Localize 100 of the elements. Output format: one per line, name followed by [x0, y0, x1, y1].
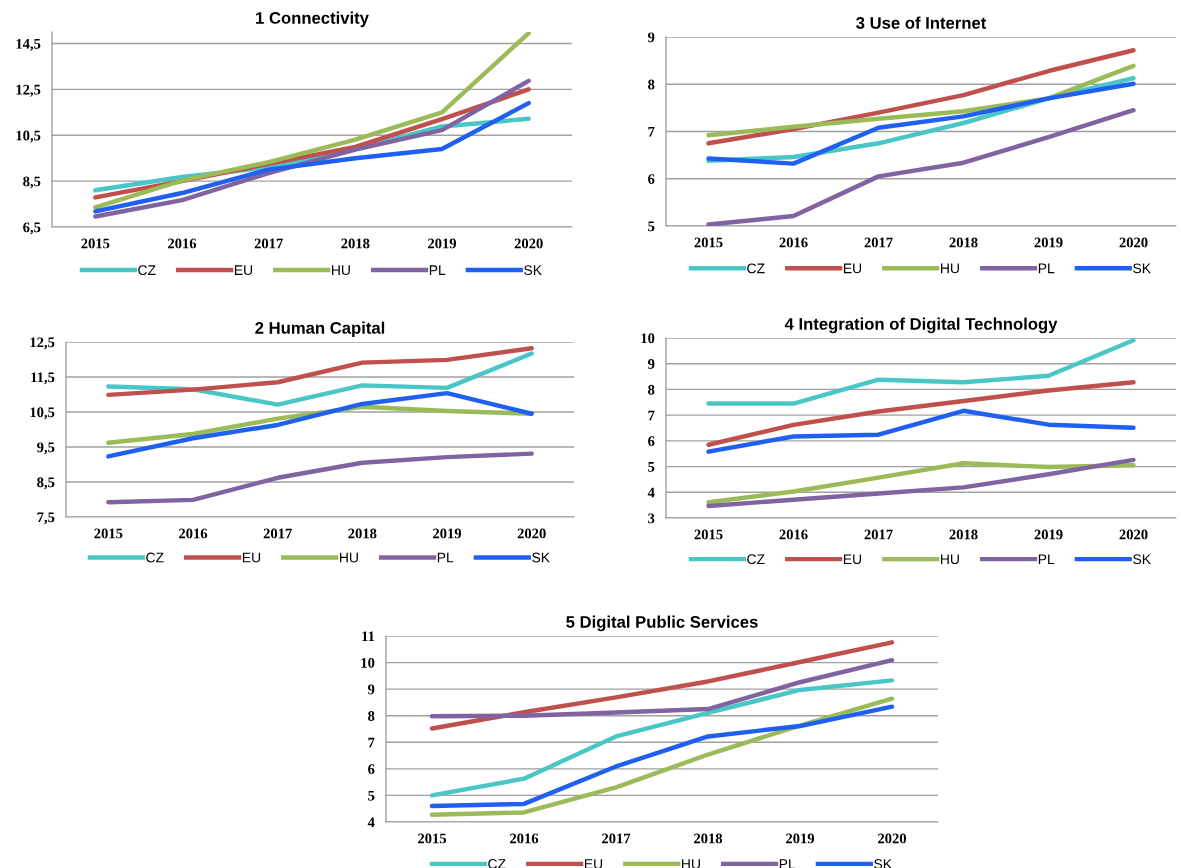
legend-label: SK	[1133, 263, 1151, 274]
legend-label: EU	[242, 552, 261, 563]
legend-label: PL	[429, 265, 446, 275]
x-tick-label: 2016	[510, 833, 539, 844]
legend-label: HU	[682, 859, 700, 868]
y-tick-label: 10,5	[16, 130, 41, 143]
legend-label: EU	[843, 554, 862, 565]
x-tick-label: 2019	[433, 528, 462, 539]
line-series	[429, 678, 895, 798]
x-tick-label: 2018	[949, 237, 978, 248]
y-tick-label: 9	[648, 32, 655, 43]
y-tick-label: 7	[648, 127, 655, 137]
x-tick-label: 2020	[1119, 529, 1148, 540]
x-tick-label: 2015	[694, 529, 723, 540]
x-tick-label: 2015	[694, 237, 723, 248]
legend-label: HU	[340, 552, 358, 563]
y-tick-label: 7,5	[37, 512, 55, 525]
y-tick-label: 10	[361, 657, 375, 668]
x-tick-label: 2018	[694, 833, 723, 844]
y-tick-label: 6	[648, 174, 655, 184]
legend-label: CZ	[488, 859, 506, 868]
x-tick-label: 2017	[864, 237, 893, 248]
y-tick-label: 12,5	[16, 84, 41, 97]
x-tick-label: 2016	[179, 528, 208, 539]
y-tick-label: 8,5	[37, 477, 55, 490]
y-tick-label: 11,5	[31, 372, 55, 385]
x-tick-label: 2015	[81, 238, 110, 249]
x-tick-label: 2018	[949, 529, 978, 540]
x-tick-label: 2018	[341, 238, 370, 249]
chart-title: 3 Use of Internet	[856, 16, 987, 29]
line-series	[93, 32, 531, 210]
y-tick-label: 10	[641, 333, 655, 344]
legend-label: HU	[332, 265, 350, 276]
y-tick-label: 5	[648, 462, 655, 472]
y-tick-label: 8	[648, 79, 655, 90]
y-tick-label: 9,5	[37, 442, 55, 455]
x-tick-label: 2015	[418, 833, 447, 844]
legend-label: SK	[524, 265, 542, 276]
legend-label: CZ	[138, 265, 156, 276]
x-tick-label: 2020	[878, 833, 907, 844]
legend-label: SK	[1133, 554, 1151, 565]
line-series	[106, 451, 534, 505]
y-tick-label: 7	[648, 410, 655, 421]
y-tick-label: 11	[362, 631, 375, 642]
line-series	[106, 351, 534, 407]
y-tick-label: 7	[368, 737, 375, 748]
legend-label: EU	[584, 859, 603, 868]
legend-label: HU	[941, 554, 959, 565]
x-tick-label: 2019	[786, 833, 815, 844]
legend-label: CZ	[747, 554, 765, 565]
line-series	[106, 390, 534, 459]
x-tick-label: 2017	[864, 529, 893, 540]
legend-label: EU	[234, 265, 253, 276]
x-tick-label: 2018	[348, 528, 377, 539]
y-tick-label: 6	[648, 436, 655, 447]
line-series	[706, 380, 1136, 447]
line-series	[93, 78, 531, 219]
legend-label: PL	[1038, 263, 1055, 274]
legend-label: SK	[532, 552, 550, 563]
legend-label: CZ	[747, 263, 765, 274]
legend-label: HU	[941, 263, 959, 274]
x-tick-label: 2020	[514, 238, 543, 249]
legend-label: EU	[843, 263, 862, 274]
legend-label: PL	[437, 552, 454, 563]
x-tick-label: 2020	[517, 528, 546, 539]
legend-label: SK	[874, 859, 892, 868]
y-tick-label: 5	[648, 221, 655, 232]
y-tick-label: 9	[648, 359, 655, 369]
chart-title: 5 Digital Public Services	[566, 615, 758, 632]
chart-title: 4 Integration of Digital Technology	[784, 317, 1058, 334]
legend-label: PL	[1038, 554, 1055, 564]
y-tick-label: 12,5	[30, 337, 55, 350]
x-tick-label: 2020	[1119, 237, 1148, 248]
line-series	[93, 100, 531, 214]
y-tick-label: 8	[368, 711, 375, 721]
x-tick-label: 2017	[263, 528, 292, 539]
line-series	[429, 657, 895, 719]
x-tick-label: 2019	[1034, 237, 1063, 248]
y-tick-label: 3	[648, 513, 655, 524]
line-series	[706, 338, 1136, 406]
x-tick-label: 2019	[1034, 529, 1063, 540]
x-tick-label: 2016	[779, 237, 808, 248]
chart-title: 1 Connectivity	[256, 11, 369, 28]
x-tick-label: 2017	[254, 238, 283, 249]
line-series	[706, 108, 1136, 226]
y-tick-label: 9	[368, 684, 375, 695]
y-tick-label: 5	[368, 790, 375, 801]
y-tick-label: 6	[368, 764, 375, 775]
y-tick-label: 8	[648, 384, 655, 395]
y-tick-label: 8,5	[23, 176, 41, 189]
line-series	[429, 640, 895, 731]
y-tick-label: 14,5	[16, 38, 41, 51]
x-tick-label: 2015	[94, 528, 123, 539]
x-tick-label: 2016	[168, 238, 197, 249]
x-tick-label: 2019	[428, 238, 457, 249]
x-tick-label: 2017	[602, 833, 631, 844]
legend-label: PL	[779, 859, 796, 868]
y-tick-label: 4	[367, 817, 375, 828]
line-series	[106, 346, 534, 398]
x-tick-label: 2016	[779, 529, 808, 540]
